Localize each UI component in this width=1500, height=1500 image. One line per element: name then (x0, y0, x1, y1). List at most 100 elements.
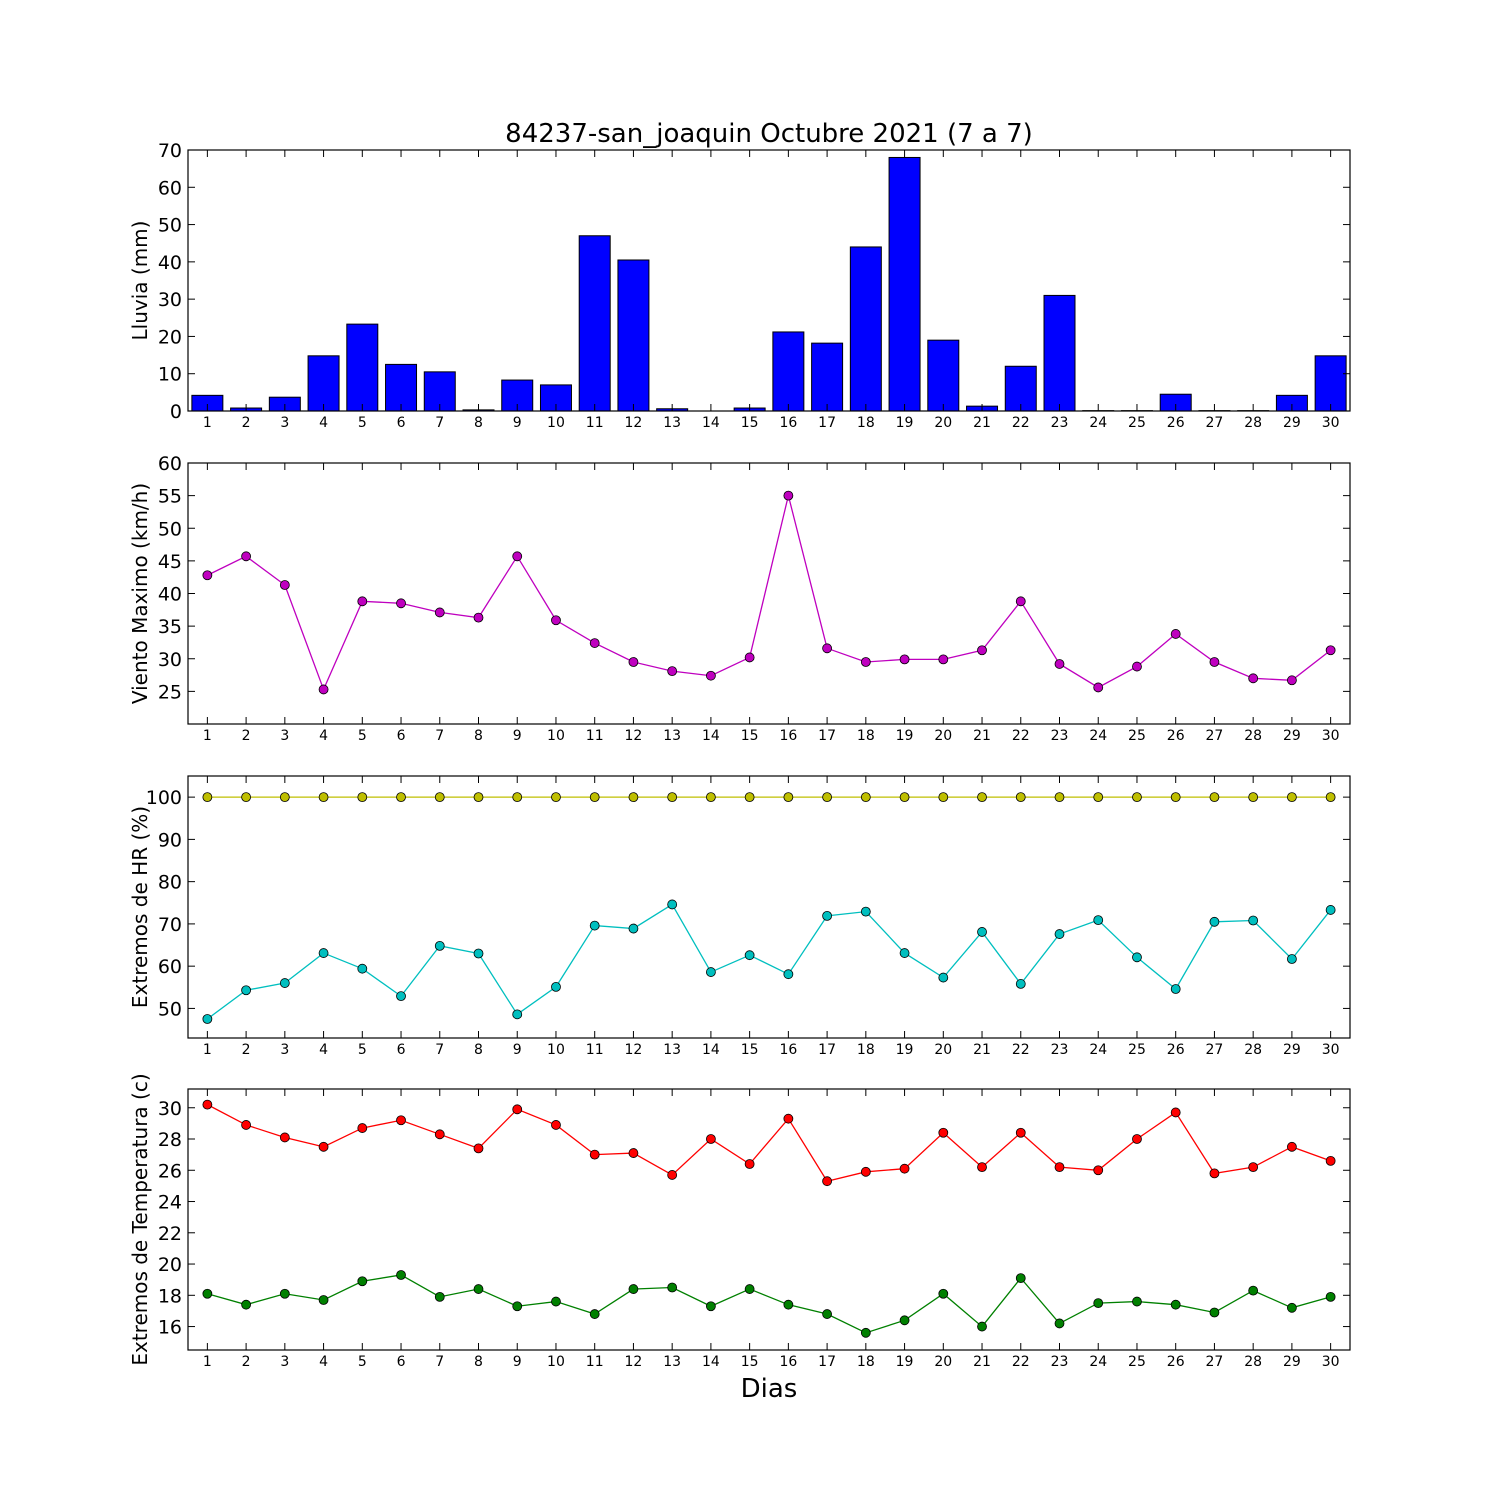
point-s1-day-6 (396, 792, 406, 803)
point-s2-day-20 (938, 1288, 949, 1299)
point-s1-day-2 (241, 792, 252, 803)
x-tick-label: 27 (1206, 1042, 1224, 1058)
x-tick-label: 7 (435, 415, 444, 431)
point-s1-day-1 (202, 1099, 213, 1110)
point-s2-day-1 (202, 1014, 213, 1024)
point-s2-day-18 (860, 1327, 871, 1338)
point-s2-day-21 (977, 1321, 987, 1332)
axes-frame (187, 462, 1351, 725)
point-s2-day-24 (1093, 915, 1104, 925)
x-tick-label: 11 (586, 1354, 604, 1370)
point-s1-day-29 (1287, 1141, 1297, 1152)
x-tick-label: 5 (358, 1042, 367, 1058)
point-s1-day-5 (357, 596, 368, 607)
bar-day-22 (1004, 365, 1037, 412)
point-s1-day-5 (357, 1123, 368, 1133)
point-s1-day-25 (1132, 1134, 1142, 1144)
point-s1-day-22 (1015, 596, 1026, 607)
x-tick-label: 13 (663, 1042, 681, 1058)
point-s1-day-20 (938, 654, 949, 665)
y-tick-label: 25 (158, 681, 182, 703)
point-s2-day-1 (202, 1288, 213, 1299)
bar-day-5 (346, 323, 379, 412)
x-tick-label: 10 (547, 728, 565, 744)
point-s1-day-1 (202, 792, 213, 803)
point-s2-day-26 (1170, 1299, 1181, 1310)
x-tick-label: 4 (319, 415, 328, 431)
point-s1-day-7 (434, 1129, 445, 1140)
y-tick-label: 70 (158, 140, 182, 162)
x-tick-label: 3 (280, 415, 289, 431)
x-tick-label: 19 (896, 1354, 914, 1370)
x-tick-label: 22 (1012, 1042, 1030, 1058)
point-s1-day-8 (473, 612, 484, 623)
y-tick-label: 40 (158, 252, 182, 274)
bar-day-16 (772, 331, 805, 412)
point-s1-day-10 (551, 792, 561, 803)
bar-day-6 (385, 363, 418, 412)
x-tick-label: 19 (896, 728, 914, 744)
point-s1-day-3 (279, 1132, 290, 1143)
point-s1-day-4 (318, 684, 329, 695)
bar-day-17 (811, 342, 844, 412)
x-tick-label: 18 (857, 728, 875, 744)
x-tick-label: 6 (397, 728, 406, 744)
point-s2-day-8 (473, 1284, 484, 1294)
x-tick-label: 13 (663, 1354, 681, 1370)
point-s2-day-6 (396, 991, 406, 1002)
y-tick-label: 55 (158, 486, 182, 508)
x-tick-label: 17 (818, 1042, 836, 1058)
bar-day-4 (307, 355, 340, 412)
x-tick-label: 11 (586, 1042, 604, 1058)
y-tick-label: 50 (158, 518, 182, 540)
axes-frame (187, 775, 1351, 1039)
point-s1-day-15 (744, 792, 755, 803)
point-s1-day-2 (241, 551, 252, 562)
x-tick-label: 9 (513, 1042, 522, 1058)
x-tick-label: 7 (435, 728, 444, 744)
point-s1-day-9 (512, 792, 523, 803)
point-s1-day-27 (1209, 792, 1220, 803)
x-tick-label: 28 (1244, 728, 1262, 744)
point-s1-day-18 (860, 1166, 871, 1177)
x-tick-label: 26 (1167, 728, 1185, 744)
point-s2-day-14 (706, 967, 716, 977)
y-tick-label: 30 (158, 289, 182, 311)
x-tick-label: 14 (702, 415, 720, 431)
point-s1-day-24 (1093, 792, 1104, 803)
x-tick-label: 7 (435, 1042, 444, 1058)
point-s2-day-30 (1325, 1291, 1336, 1302)
x-tick-label: 19 (896, 1042, 914, 1058)
point-s2-day-29 (1287, 954, 1297, 964)
x-tick-label: 9 (513, 1354, 522, 1370)
point-s2-day-25 (1132, 1296, 1142, 1307)
point-s1-day-15 (744, 652, 755, 663)
y-tick-label: 20 (158, 1254, 182, 1276)
point-s2-day-12 (628, 923, 639, 934)
point-s1-day-28 (1248, 1162, 1259, 1173)
x-tick-label: 29 (1283, 1042, 1301, 1058)
point-s1-day-25 (1132, 792, 1142, 803)
x-tick-label: 13 (663, 728, 681, 744)
point-s2-day-19 (899, 948, 910, 958)
x-tick-label: 1 (203, 1042, 212, 1058)
point-s2-day-16 (783, 1299, 794, 1310)
point-s1-day-10 (551, 1120, 561, 1130)
point-s1-day-30 (1325, 792, 1336, 803)
x-tick-label: 25 (1128, 1354, 1146, 1370)
series-line-1 (207, 495, 1332, 692)
y-tick-label: 28 (158, 1129, 182, 1151)
x-tick-label: 22 (1012, 1354, 1030, 1370)
x-tick-label: 23 (1051, 1354, 1069, 1370)
point-s1-day-12 (628, 1148, 639, 1158)
x-tick-label: 20 (934, 1354, 952, 1370)
y-tick-label: 90 (158, 829, 182, 851)
x-tick-label: 18 (857, 1042, 875, 1058)
x-tick-label: 3 (280, 1354, 289, 1370)
point-s1-day-22 (1015, 1127, 1026, 1138)
point-s2-day-27 (1209, 1307, 1220, 1318)
x-tick-label: 8 (474, 728, 483, 744)
point-s1-day-25 (1132, 661, 1142, 672)
